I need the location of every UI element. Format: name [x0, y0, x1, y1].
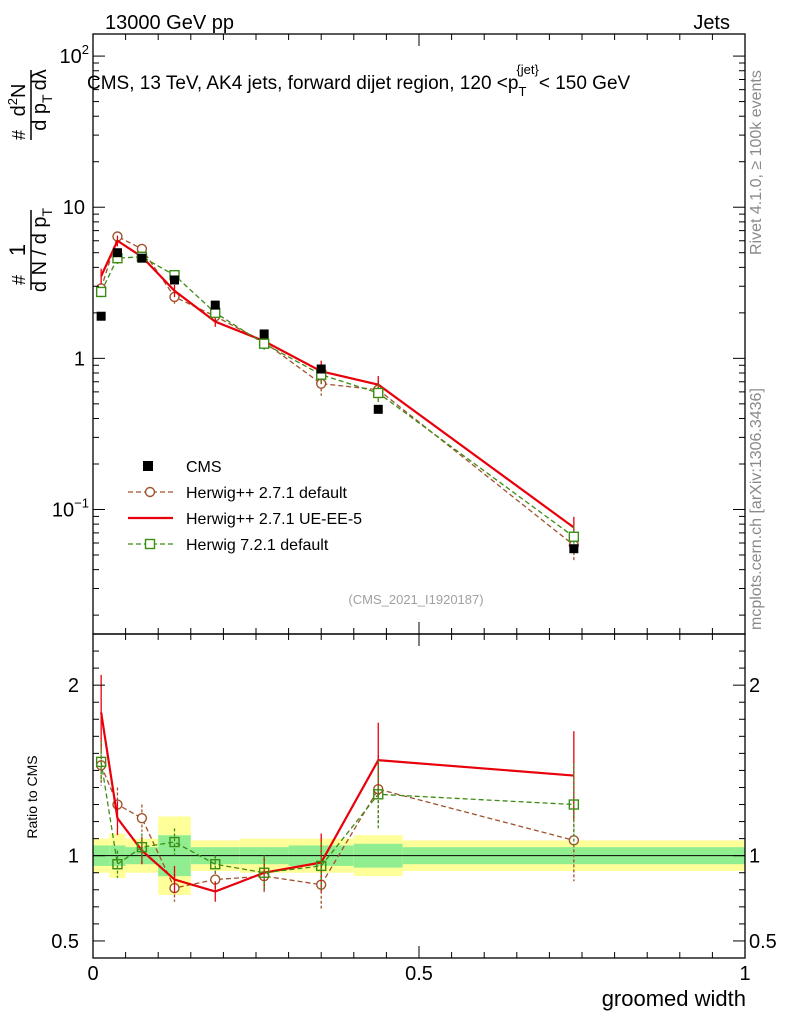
- legend-label: Herwig++ 2.7.1 UE-EE-5: [186, 511, 362, 528]
- header-right: Jets: [693, 12, 730, 34]
- mcplots-label: mcplots.cern.ch [arXiv:1306.3436]: [748, 388, 765, 630]
- ratio-point-square: [95, 756, 107, 768]
- header-left: 13000 GeV pp: [105, 12, 234, 34]
- series-layer: [95, 231, 580, 562]
- title-sub: T: [518, 84, 526, 99]
- title-tail: < 150 GeV: [539, 73, 631, 94]
- ylabel-hash1: #: [9, 275, 29, 285]
- title-lead: CMS, 13 TeV, AK4 jets, forward dijet reg…: [87, 73, 518, 94]
- main-y-tick-label: 10−1: [52, 495, 89, 521]
- cms-point: [259, 329, 269, 339]
- ratio-point-square: [258, 867, 270, 878]
- ratio-point-square: [210, 859, 221, 870]
- ylabel-hash2: #: [9, 130, 29, 140]
- ylabel-num: d2N: [5, 84, 30, 117]
- legend-label: Herwig++ 2.7.1 default: [186, 485, 348, 502]
- x-tick-label: 1: [739, 963, 750, 985]
- ratio-line-2: [100, 761, 574, 874]
- cms-point: [373, 404, 383, 414]
- plot-title: CMS, 13 TeV, AK4 jets, forward dijet reg…: [87, 62, 631, 99]
- ratio-point-square: [136, 841, 148, 853]
- main-y-tick-label: 1: [74, 348, 85, 370]
- xlabel: groomed width: [602, 986, 746, 1011]
- title-sup: {jet}: [516, 62, 539, 77]
- legend-label-cms: CMS: [186, 459, 222, 476]
- cms-point: [96, 311, 106, 321]
- series-point-square: [95, 286, 107, 298]
- ratio-y-tick-label-right: 1: [749, 846, 760, 868]
- main-ylabel: # 1 d N / d pT # d2N d pTdλ: [5, 69, 55, 292]
- ratio-line-0: [100, 765, 575, 889]
- ratio-point-circle: [136, 812, 148, 824]
- ratio-y-tick-label-right: 0.5: [749, 931, 777, 953]
- main-y-tick-label: 102: [60, 42, 89, 68]
- ratio-y-tick-label: 1: [68, 846, 79, 868]
- ratio-panel-bands: [93, 816, 745, 895]
- legend-marker-circle: [144, 486, 156, 498]
- cms-point: [210, 300, 220, 310]
- cms-point: [112, 248, 122, 258]
- legend-label: Herwig 7.2.1 default: [186, 537, 329, 554]
- ratio-point-square: [112, 859, 123, 870]
- cms-point: [137, 253, 147, 263]
- rivet-label: Rivet 4.1.0, ≥ 100k events: [748, 70, 765, 255]
- ratio-y-tick-label: 0.5: [51, 931, 79, 953]
- ylabel-den: d N / d pT: [29, 207, 55, 292]
- ratio-y-tick-label: 2: [68, 675, 79, 697]
- cms-point: [170, 275, 179, 285]
- ratio-y-tick-label-right: 2: [749, 675, 760, 697]
- ratio-ylabel: Ratio to CMS: [24, 755, 40, 838]
- legend: CMS Herwig++ 2.7.1 default Herwig++ 2.7.1 …: [128, 459, 362, 554]
- x-tick-label: 0.5: [405, 963, 433, 985]
- cms-point: [569, 544, 579, 554]
- ratio-point-square: [316, 860, 327, 872]
- series-point-square: [568, 531, 580, 542]
- main-y-tick-label: 10: [63, 197, 85, 219]
- ratio-series-layer: [95, 674, 580, 909]
- series-point-square: [373, 387, 384, 399]
- legend-marker-cms: [143, 461, 153, 471]
- analysis-watermark: (CMS_2021_I1920187): [348, 592, 483, 607]
- ylabel-den2: d pTdλ: [29, 69, 55, 131]
- cms-point: [316, 364, 326, 374]
- ratio-point-square: [373, 789, 384, 800]
- axes-layer: 0 0.5 1 102 10 1 10−1 0.5 0.5 1 1 2 2: [51, 33, 777, 985]
- ratio-point-square: [169, 836, 180, 848]
- legend-marker-square: [144, 538, 156, 550]
- x-tick-label: 0: [87, 963, 98, 985]
- ratio-point-square: [568, 799, 580, 810]
- series-point-square: [210, 307, 221, 319]
- ylabel-one: 1: [5, 244, 30, 256]
- series-point-square: [258, 338, 270, 349]
